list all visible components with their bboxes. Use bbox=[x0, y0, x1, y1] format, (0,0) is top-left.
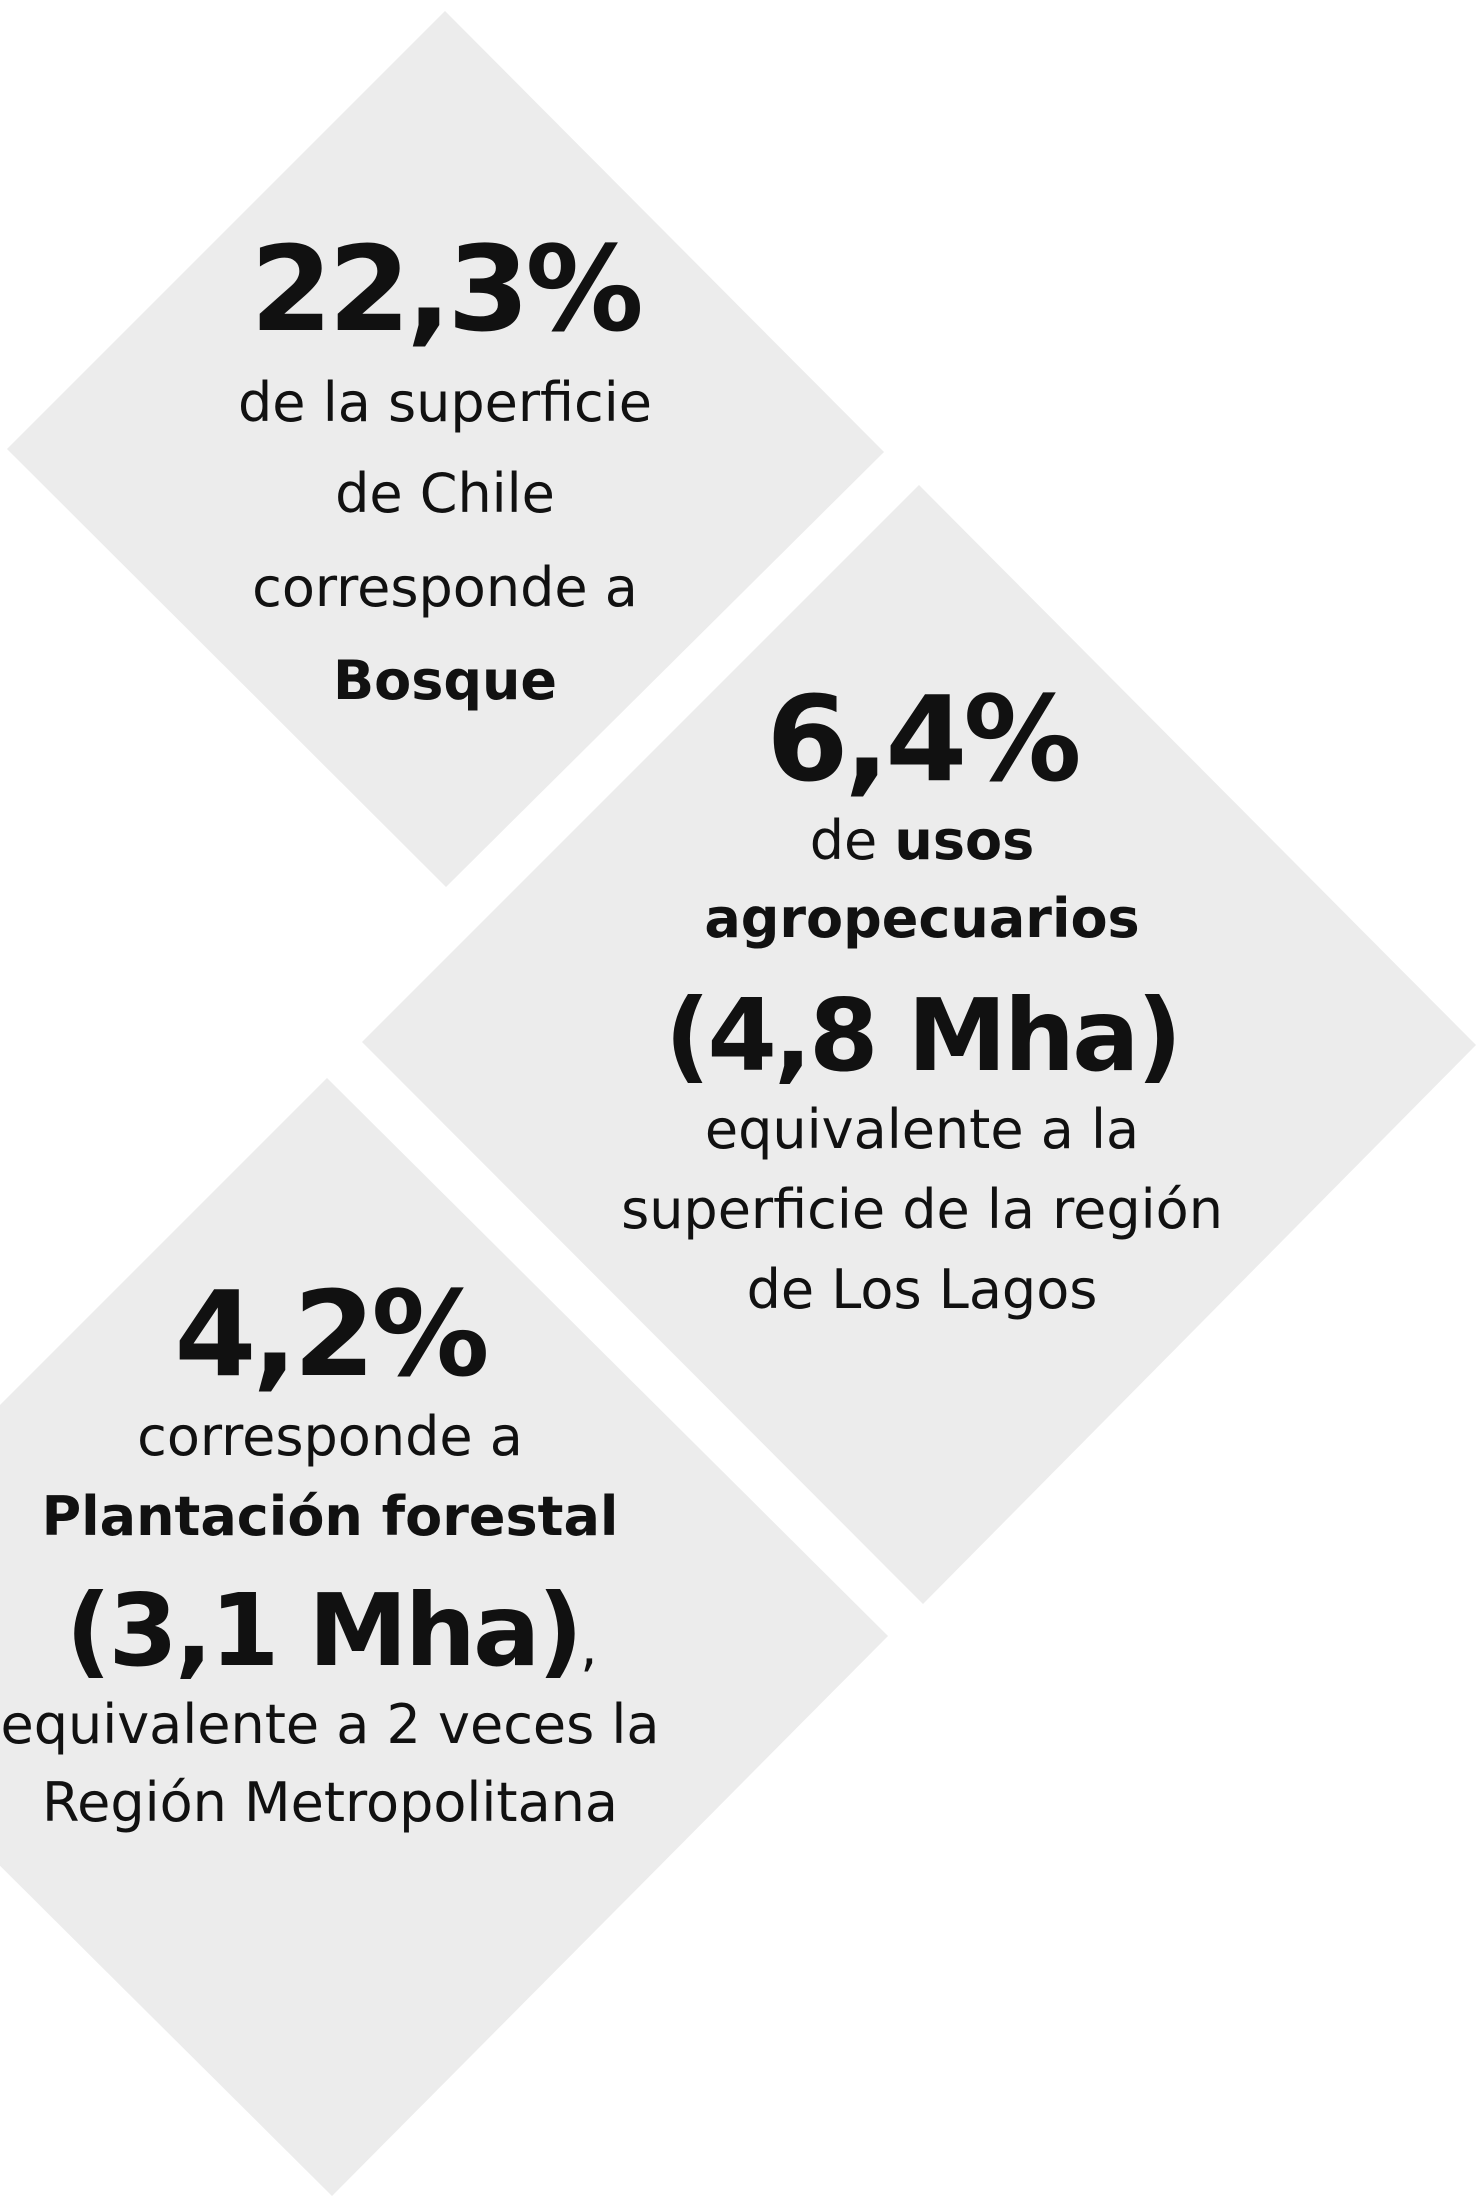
text-part: equivalente a 2 veces la bbox=[0, 1693, 659, 1756]
text-part: corresponde a bbox=[252, 556, 638, 619]
text-part: de Los Lagos bbox=[747, 1258, 1098, 1321]
text-line: de Los Lagos bbox=[747, 1258, 1098, 1321]
figure: 6,4% bbox=[766, 670, 1078, 808]
text-line: (3,1 Mha), bbox=[66, 1572, 595, 1689]
text-part: usos bbox=[894, 809, 1034, 872]
text-line: corresponde a bbox=[252, 556, 638, 619]
text-part: (3,1 Mha) bbox=[66, 1572, 581, 1689]
text-line: superficie de la región bbox=[621, 1178, 1223, 1241]
text-part: corresponde a bbox=[137, 1405, 523, 1468]
text-part: Región Metropolitana bbox=[42, 1771, 618, 1834]
text-part: de la superficie bbox=[238, 371, 652, 434]
text-part: Plantación forestal bbox=[42, 1485, 619, 1548]
text-line: de Chile bbox=[335, 462, 555, 525]
text-part: equivalente a la bbox=[705, 1098, 1139, 1161]
text-part: , bbox=[580, 1615, 594, 1678]
diamond bbox=[7, 11, 884, 887]
text-line: de la superficie bbox=[238, 371, 652, 434]
text-part: agropecuarios bbox=[704, 887, 1139, 950]
text-line: equivalente a la bbox=[705, 1098, 1139, 1161]
diamond bbox=[362, 485, 1476, 1604]
text-line: de usos bbox=[810, 809, 1035, 872]
diamond bbox=[0, 1078, 888, 2196]
text-part: superficie de la región bbox=[621, 1178, 1223, 1241]
text-line: agropecuarios bbox=[704, 887, 1139, 950]
figure: 22,3% bbox=[250, 220, 640, 358]
text-line: Bosque bbox=[333, 649, 557, 712]
figure: 4,2% bbox=[174, 1265, 486, 1403]
text-line: (4,8 Mha) bbox=[665, 977, 1180, 1094]
text-part: de bbox=[810, 809, 895, 872]
text-line: corresponde a bbox=[137, 1405, 523, 1468]
text-part: (4,8 Mha) bbox=[665, 977, 1180, 1094]
text-part: Bosque bbox=[333, 649, 557, 712]
text-line: Región Metropolitana bbox=[42, 1771, 618, 1834]
text-part: de Chile bbox=[335, 462, 555, 525]
text-line: equivalente a 2 veces la bbox=[0, 1693, 659, 1756]
text-line: Plantación forestal bbox=[42, 1485, 619, 1548]
